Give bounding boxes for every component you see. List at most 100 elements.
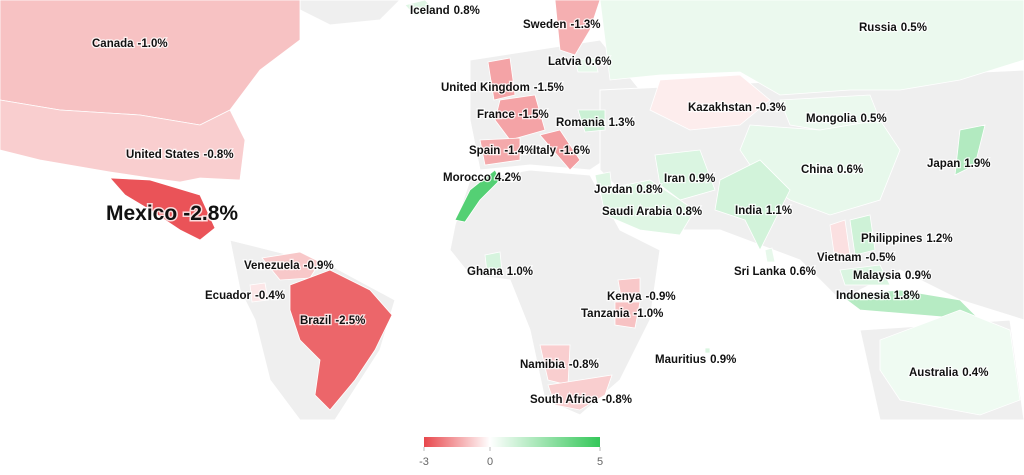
country-shape xyxy=(261,251,321,281)
country-shape xyxy=(554,0,601,56)
country-value: -0.8% xyxy=(602,394,632,406)
country-name: Vietnam xyxy=(817,252,862,264)
country-shape xyxy=(654,149,716,201)
country-value: -0.5% xyxy=(866,252,896,264)
country-name: France xyxy=(477,109,515,121)
country-label: Romania 1.3% xyxy=(556,117,635,129)
country-label: Malaysia 0.9% xyxy=(853,270,931,282)
country-label: Namibia -0.8% xyxy=(520,359,599,371)
country-name: Spain xyxy=(469,145,500,157)
country-shape xyxy=(547,374,613,411)
country-shape xyxy=(614,301,641,329)
country-name: Russia xyxy=(859,22,897,34)
country-value: -2.5% xyxy=(335,315,365,327)
colorbar-tick-label: 0 xyxy=(487,456,493,468)
country-label: Saudi Arabia 0.8% xyxy=(602,206,702,218)
country-label: United States -0.8% xyxy=(126,149,234,161)
country-shape xyxy=(839,264,891,286)
country-value: -0.4% xyxy=(255,290,285,302)
country-shape xyxy=(539,129,581,171)
country-label: Kazakhstan -0.3% xyxy=(688,102,786,114)
country-value: -0.9% xyxy=(646,291,676,303)
country-name: Romania xyxy=(556,117,605,129)
country-label: Sri Lanka 0.6% xyxy=(734,266,816,278)
country-label: Canada -1.0% xyxy=(92,38,168,50)
country-name: Ecuador xyxy=(205,290,252,302)
country-shape xyxy=(714,159,791,251)
country-label: France -1.5% xyxy=(477,109,549,121)
country-name: Italy xyxy=(533,145,557,157)
colorbar xyxy=(424,437,600,447)
country-label: Mongolia 0.5% xyxy=(806,113,887,125)
country-value: -1.0% xyxy=(138,38,168,50)
country-shape xyxy=(289,269,393,411)
country-label: Tanzania -1.0% xyxy=(581,308,663,320)
country-shape xyxy=(574,57,599,73)
country-value: 0.9% xyxy=(710,354,736,366)
country-value: -0.3% xyxy=(756,102,786,114)
country-shape xyxy=(0,99,246,183)
country-value: 0.8% xyxy=(636,184,662,196)
country-name: Iceland xyxy=(410,5,450,17)
country-value: 0.9% xyxy=(689,173,715,185)
country-label: Vietnam -0.5% xyxy=(817,252,896,264)
country-name: Japan xyxy=(927,158,960,170)
country-label: Venezuela -0.9% xyxy=(244,260,334,272)
country-name: Venezuela xyxy=(244,260,300,272)
country-name: Australia xyxy=(909,367,959,379)
country-name: Tanzania xyxy=(581,308,630,320)
country-value: -2.8% xyxy=(183,202,238,225)
country-shape xyxy=(249,282,269,303)
country-label: Spain -1.4% xyxy=(469,145,534,157)
country-value: -1.5% xyxy=(534,82,564,94)
country-label: Russia 0.5% xyxy=(859,22,927,34)
country-name: Indonesia xyxy=(836,290,890,302)
country-name: United Kingdom xyxy=(441,82,530,94)
country-name: Mongolia xyxy=(806,113,857,125)
country-value: 1.3% xyxy=(609,117,635,129)
country-shape xyxy=(599,179,696,236)
country-value: -0.9% xyxy=(304,260,334,272)
country-value: 0.6% xyxy=(585,56,611,68)
country-name: Iran xyxy=(664,173,685,185)
country-shape xyxy=(704,347,711,354)
country-label: India 1.1% xyxy=(735,205,792,217)
country-shape xyxy=(599,0,1024,96)
country-shape xyxy=(494,94,546,141)
country-value: 0.8% xyxy=(454,5,480,17)
country-label: Mauritius 0.9% xyxy=(655,354,736,366)
country-name: United States xyxy=(126,149,200,161)
colorbar-tick-label: -3 xyxy=(419,456,429,468)
country-label: Mexico -2.8% xyxy=(106,202,238,225)
country-name: Ghana xyxy=(467,266,503,278)
country-shape xyxy=(454,169,501,223)
country-value: 4.2% xyxy=(495,172,521,184)
country-value: -1.5% xyxy=(519,109,549,121)
country-value: 1.9% xyxy=(964,158,990,170)
country-value: 0.8% xyxy=(676,206,702,218)
country-shape xyxy=(577,109,606,133)
country-value: 0.5% xyxy=(860,113,886,125)
country-label: Brazil -2.5% xyxy=(300,315,365,327)
country-shape xyxy=(479,137,521,166)
country-value: 1.0% xyxy=(507,266,533,278)
country-name: Mexico xyxy=(106,202,177,225)
country-name: Sri Lanka xyxy=(734,266,786,278)
country-label: Sweden -1.3% xyxy=(523,19,601,31)
country-label: Jordan 0.8% xyxy=(594,184,663,196)
country-shape xyxy=(617,277,641,303)
country-value: -1.6% xyxy=(560,145,590,157)
country-label: Italy -1.6% xyxy=(533,145,590,157)
country-value: 1.8% xyxy=(894,290,920,302)
country-shape xyxy=(829,219,851,261)
country-label: Iran 0.9% xyxy=(664,173,715,185)
country-label: Kenya -0.9% xyxy=(607,291,676,303)
country-shape xyxy=(0,0,301,126)
country-label: Ghana 1.0% xyxy=(467,266,533,278)
country-label: China 0.6% xyxy=(801,164,863,176)
country-name: China xyxy=(801,164,834,176)
country-name: South Africa xyxy=(530,394,599,406)
country-value: 0.5% xyxy=(901,22,927,34)
country-name: Morocco xyxy=(443,172,491,184)
